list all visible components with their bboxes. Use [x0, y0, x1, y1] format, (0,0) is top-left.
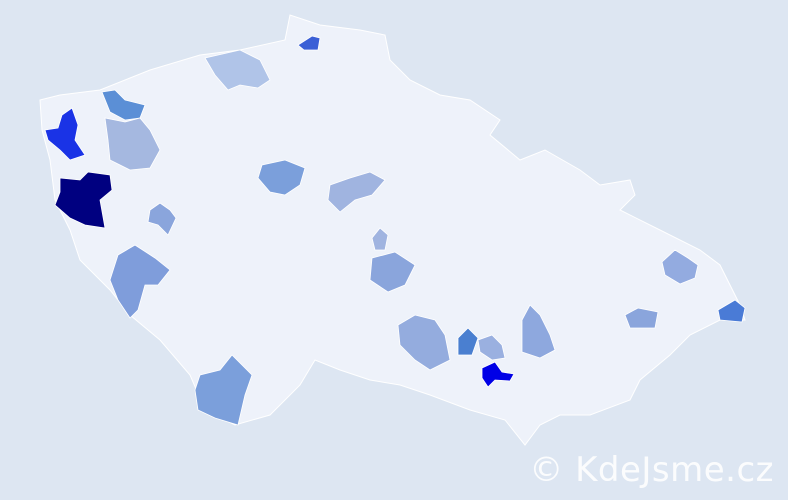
district-region[interactable] — [327, 171, 386, 213]
district-region[interactable] — [44, 107, 86, 161]
district-region[interactable] — [477, 334, 506, 361]
district-region[interactable] — [624, 307, 659, 329]
district-region[interactable] — [147, 202, 177, 236]
district-region[interactable] — [717, 299, 746, 323]
district-region[interactable] — [457, 327, 479, 356]
district-region[interactable] — [101, 89, 146, 121]
district-region[interactable] — [194, 354, 253, 426]
district-region[interactable] — [54, 171, 113, 229]
district-region[interactable] — [521, 304, 556, 359]
district-region[interactable] — [109, 244, 171, 319]
country-outline — [39, 14, 746, 446]
district-region[interactable] — [257, 159, 306, 196]
district-region[interactable] — [661, 249, 699, 285]
district-region[interactable] — [204, 49, 271, 91]
district-region[interactable] — [297, 35, 321, 51]
district-region[interactable] — [369, 251, 416, 293]
district-region[interactable] — [104, 117, 161, 171]
district-region[interactable] — [481, 361, 515, 388]
district-region[interactable] — [397, 314, 451, 371]
district-region[interactable] — [371, 227, 389, 251]
watermark: © KdeJsme.cz — [529, 450, 774, 490]
